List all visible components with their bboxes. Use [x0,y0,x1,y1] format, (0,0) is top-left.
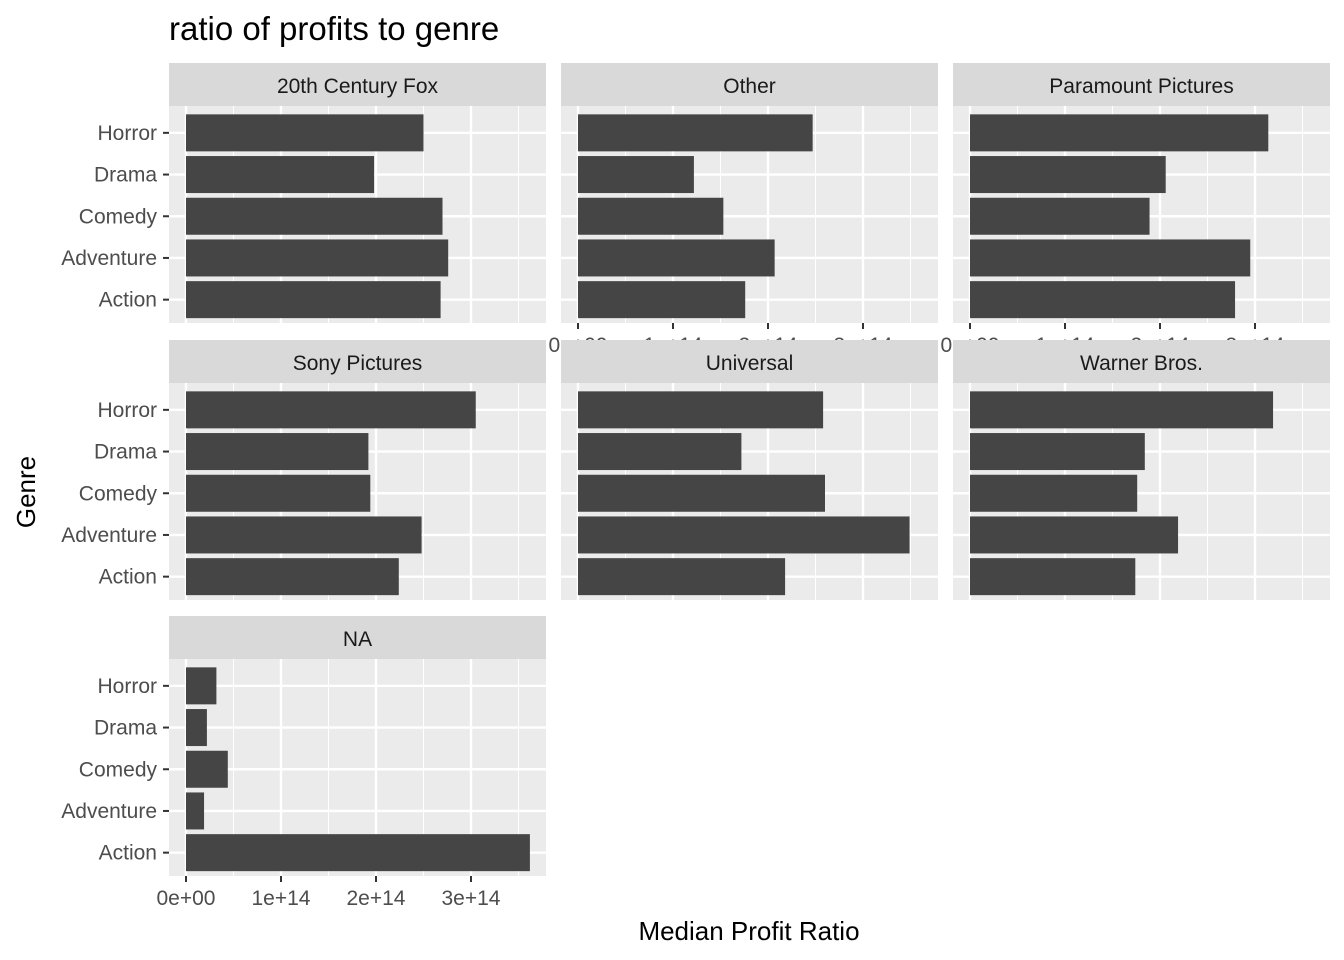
bar-adventure [186,792,205,830]
bar-action [970,558,1136,596]
y-tick-label: Comedy [79,205,158,228]
facet-strip [561,63,938,106]
bar-comedy [186,750,228,788]
facet-strip [169,63,546,106]
bar-action [186,281,441,319]
bar-horror [970,391,1274,429]
bar-action [578,281,746,319]
y-tick-label: Action [99,566,157,589]
bar-drama [970,433,1145,471]
bar-action [578,558,786,596]
facet-strip-label: Paramount Pictures [1049,75,1233,98]
bar-adventure [578,239,775,277]
bar-drama [186,709,207,747]
bar-adventure [970,516,1179,554]
facet-strip [169,340,546,383]
y-tick-label: Action [99,842,157,865]
bar-drama [186,156,375,194]
y-tick-label: Drama [94,164,157,187]
x-tick-label: 3e+14 [442,887,501,910]
facet-panel: Universal [561,340,938,600]
bar-comedy [186,474,371,512]
y-tick-label: Adventure [61,247,157,270]
bar-action [186,558,399,596]
y-tick-label: Drama [94,441,157,464]
bar-comedy [970,474,1138,512]
x-axis-label: Median Profit Ratio [638,916,859,946]
y-tick-label: Horror [97,675,157,698]
facet-strip [169,616,546,659]
chart-title: ratio of profits to genre [169,10,499,47]
facet-strip-label: Other [723,75,776,98]
bar-adventure [578,516,910,554]
bar-adventure [186,516,422,554]
bar-adventure [970,239,1251,277]
bar-comedy [578,474,825,512]
bar-horror [578,114,813,152]
facet-strip [953,63,1330,106]
y-tick-label: Comedy [79,482,158,505]
y-tick-label: Drama [94,717,157,740]
facet-strip-label: Warner Bros. [1080,352,1203,375]
facet-panels: 20th Century Fox Action Adventure Comedy Dra… [61,63,1330,910]
bar-horror [186,667,217,705]
facet-strip [561,340,938,383]
y-tick-label: Comedy [79,758,158,781]
bar-horror [578,391,824,429]
bar-adventure [186,239,449,277]
bar-drama [578,156,694,194]
y-tick-label: Action [99,289,157,312]
bar-horror [970,114,1269,152]
facet-strip [953,340,1330,383]
y-tick-label: Adventure [61,800,157,823]
facet-strip-label: 20th Century Fox [277,75,439,98]
facet-panel: NA Action Adventure Comedy Drama Horror 0e+00 1… [61,616,546,910]
facet-panel: 20th Century Fox Action Adventure Comedy Dra… [61,63,546,323]
y-tick-label: Horror [97,122,157,145]
facet-panel: Warner Bros. [953,340,1330,600]
x-tick-label: 2e+14 [347,887,406,910]
y-tick-label: Adventure [61,524,157,547]
bar-comedy [186,197,443,235]
facet-panel: Sony Pictures Action Adventure Comedy Drama H… [61,340,546,600]
y-axis-label: Genre [11,456,41,528]
x-tick-label: 0e+00 [157,887,216,910]
bar-action [186,834,530,872]
y-tick-label: Horror [97,399,157,422]
x-tick-label: 1e+14 [252,887,311,910]
bar-drama [970,156,1166,194]
facet-strip-label: Universal [706,352,794,375]
facet-strip-label: Sony Pictures [293,352,423,375]
bar-horror [186,114,424,152]
bar-horror [186,391,476,429]
bar-comedy [578,197,724,235]
bar-action [970,281,1236,319]
facet-strip-label: NA [343,628,372,651]
bar-comedy [970,197,1150,235]
bar-drama [186,433,369,471]
bar-drama [578,433,742,471]
